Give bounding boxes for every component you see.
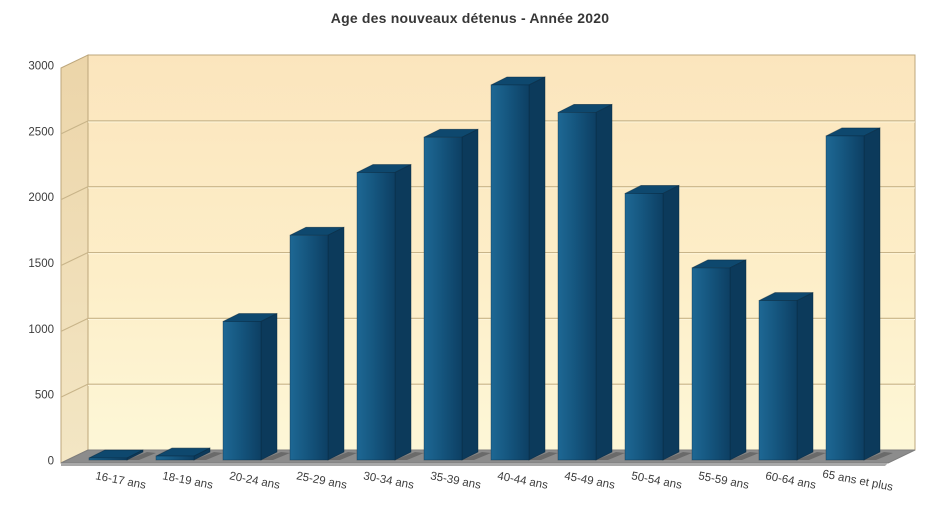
bar-shadow — [395, 452, 424, 460]
bar-front-face — [624, 193, 664, 461]
x-category-label: 20-24 ans — [228, 470, 281, 492]
y-tick-label: 2500 — [28, 126, 54, 138]
bar-side-face — [327, 226, 345, 461]
bar-65-ans-et-plus — [825, 127, 893, 461]
bar-side-face — [595, 103, 613, 461]
bar-front-face — [825, 135, 865, 461]
bar-shadow — [596, 452, 625, 460]
bar-side-face — [394, 163, 412, 461]
bar-shadow — [529, 452, 558, 460]
bar-40-44-ans — [490, 76, 558, 461]
bar-shadow — [127, 452, 156, 460]
bar-side-face — [528, 76, 546, 461]
bar-front-face — [423, 136, 463, 461]
bar-side-face — [662, 184, 680, 461]
bar-60-64-ans — [758, 291, 826, 461]
chart-title: Age des nouveaux détenus - Année 2020 — [330, 10, 610, 26]
gridline-sidewall — [60, 186, 89, 201]
x-category-label: 40-44 ans — [496, 470, 549, 492]
gridline-sidewall — [60, 120, 89, 135]
bar-shadow — [730, 452, 759, 460]
bar-16-17-ans — [88, 449, 156, 461]
bar-shadow — [797, 452, 826, 460]
bar-side-face — [260, 312, 278, 461]
bar-45-49-ans — [557, 103, 625, 461]
bar-20-24-ans — [222, 312, 290, 461]
x-category-label: 50-54 ans — [630, 470, 683, 492]
y-tick-label: 2000 — [28, 192, 54, 204]
gridline-sidewall — [60, 383, 89, 398]
y-tick-label: 1000 — [28, 324, 54, 336]
bar-30-34-ans — [356, 163, 424, 461]
x-category-label: 60-64 ans — [764, 470, 817, 492]
bar-front-face — [490, 84, 530, 461]
bar-front-face — [88, 457, 128, 461]
bar-shadow — [194, 452, 223, 460]
bar-front-face — [222, 321, 262, 461]
x-category-label: 65 ans et plus — [821, 468, 894, 493]
x-category-label: 45-49 ans — [563, 470, 616, 492]
bar-side-face — [729, 259, 747, 461]
bar-side-face — [796, 291, 814, 461]
bar-side-face — [461, 128, 479, 461]
bar-front-face — [557, 112, 597, 461]
y-tick-label: 1500 — [28, 258, 54, 270]
x-category-label: 35-39 ans — [429, 470, 482, 492]
bar-shadow — [261, 452, 290, 460]
bar-25-29-ans — [289, 226, 357, 461]
floor-front-edge — [61, 463, 888, 466]
x-category-label: 55-59 ans — [697, 470, 750, 492]
gridline-sidewall — [60, 252, 89, 266]
x-category-label: 16-17 ans — [94, 470, 147, 492]
bar-35-39-ans — [423, 128, 491, 461]
bar-side-face — [863, 127, 881, 461]
bar-front-face — [289, 234, 329, 461]
bar-front-face — [356, 172, 396, 461]
bar-55-59-ans — [691, 259, 759, 461]
bar-50-54-ans — [624, 184, 692, 461]
bar-front-face — [691, 267, 731, 461]
y-tick-label: 3000 — [28, 61, 54, 73]
x-category-label: 18-19 ans — [161, 470, 214, 492]
bar-front-face — [758, 300, 798, 461]
y-tick-label: 0 — [48, 456, 54, 468]
x-category-label: 25-29 ans — [295, 470, 348, 492]
gridline-sidewall — [60, 317, 89, 332]
bar-shadow — [663, 452, 692, 460]
bar-front-face — [155, 455, 195, 461]
bar-shadow — [864, 452, 893, 460]
bar-18-19-ans — [155, 447, 223, 461]
bar-shadow — [328, 452, 357, 460]
x-category-label: 30-34 ans — [362, 470, 415, 492]
y-tick-label: 500 — [35, 390, 54, 402]
bar-shadow — [462, 452, 491, 460]
